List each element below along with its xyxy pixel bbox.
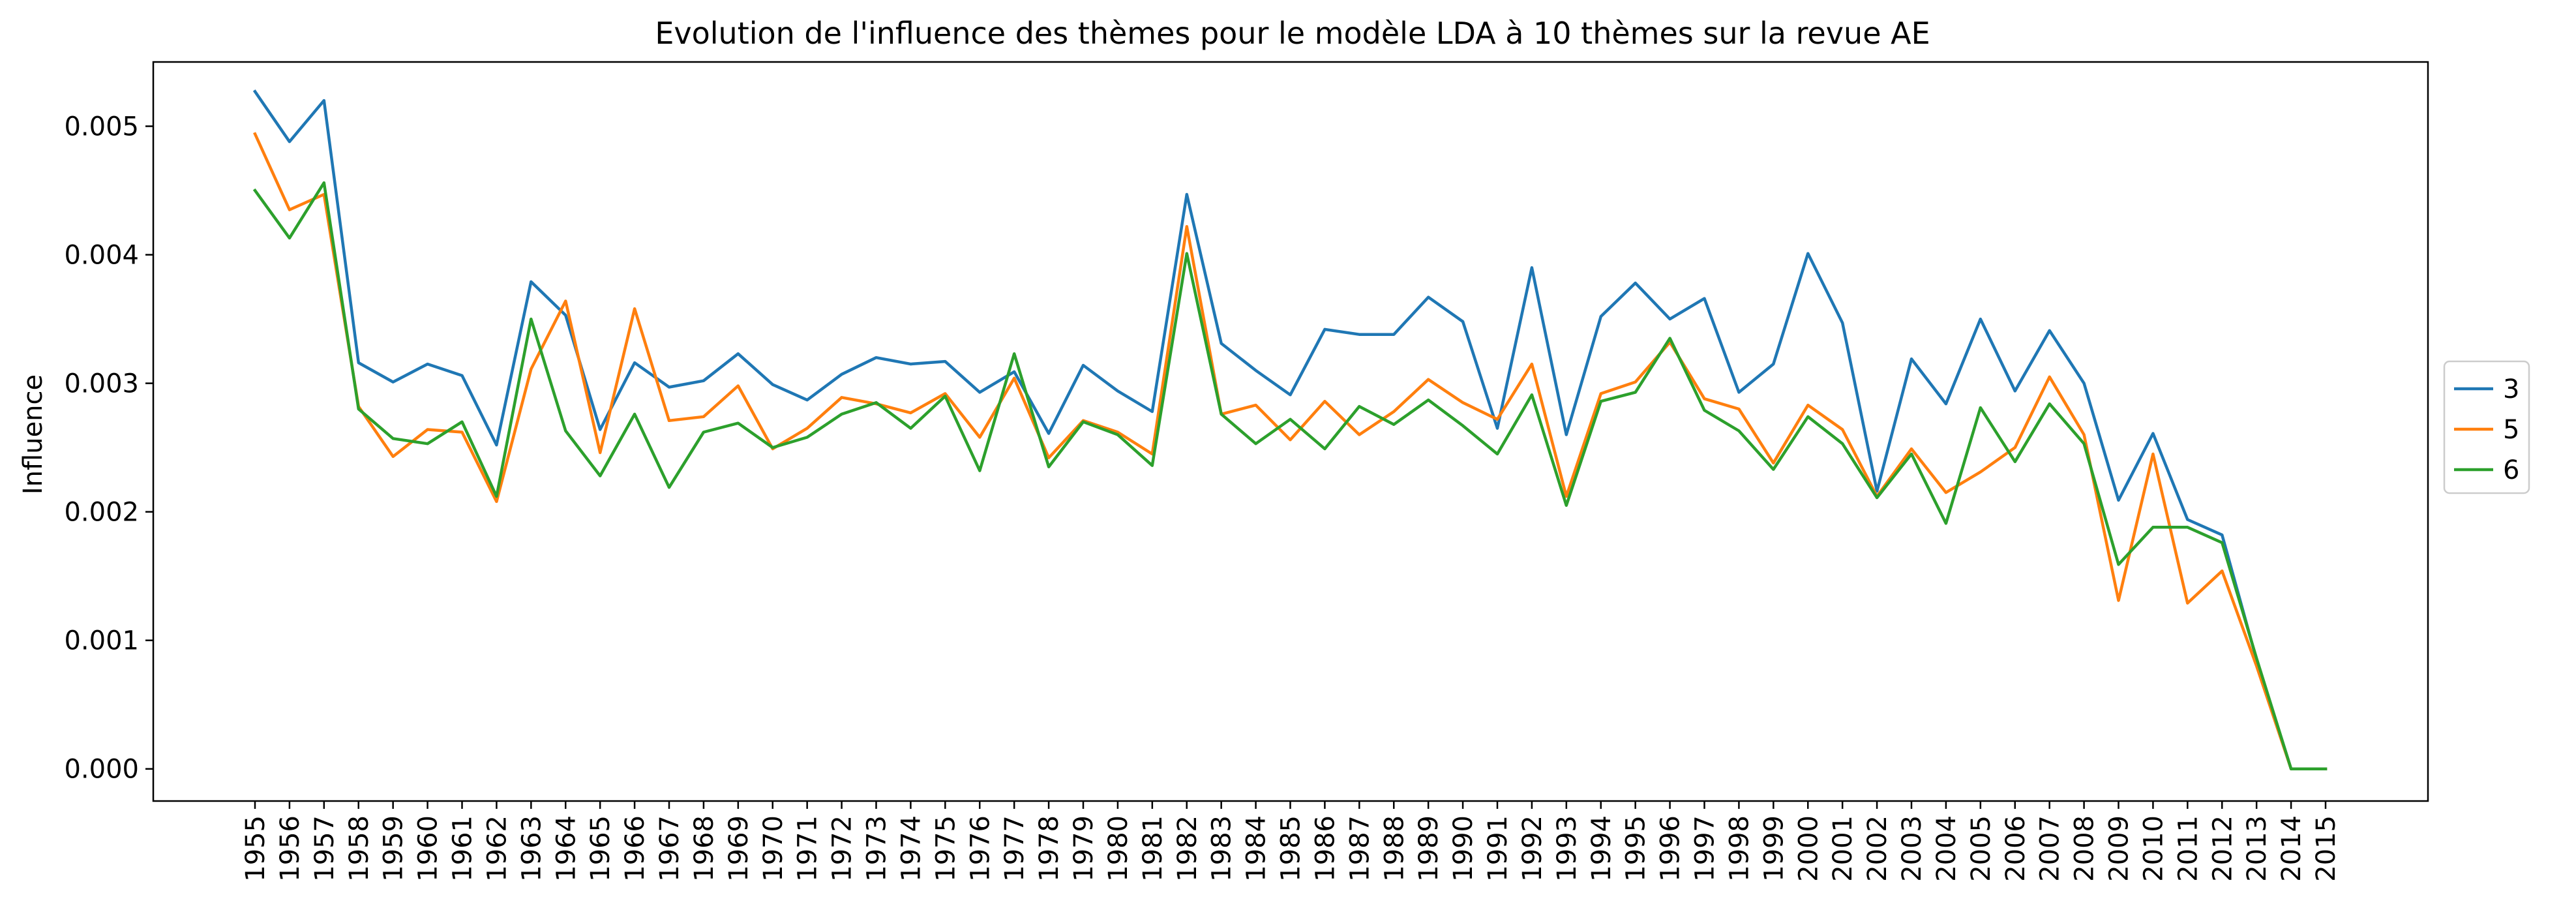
x-tick-label: 1955 (241, 815, 271, 882)
x-tick-label: 2011 (2173, 815, 2203, 882)
x-tick-label: 1965 (586, 815, 616, 882)
y-tick-label: 0.004 (64, 241, 139, 271)
chart-title: Evolution de l'influence des thèmes pour… (655, 16, 1930, 51)
legend-label-6: 6 (2503, 455, 2519, 485)
x-tick-label: 1967 (655, 815, 685, 882)
x-tick-label: 1957 (310, 815, 340, 882)
x-tick-label: 1980 (1103, 815, 1133, 882)
x-tick-label: 1966 (620, 815, 650, 882)
x-tick-label: 2015 (2311, 815, 2341, 882)
x-tick-label: 1995 (1621, 815, 1651, 882)
y-tick-label: 0.000 (64, 755, 139, 785)
x-tick-label: 1962 (482, 815, 512, 882)
x-tick-label: 1977 (1000, 815, 1030, 882)
x-tick-label: 1990 (1448, 815, 1478, 882)
x-tick-label: 1964 (551, 815, 581, 882)
x-tick-label: 1972 (828, 815, 858, 882)
y-tick-label: 0.002 (64, 498, 139, 528)
x-tick-label: 1975 (931, 815, 961, 882)
x-tick-label: 1989 (1414, 815, 1444, 882)
x-tick-label: 1987 (1345, 815, 1375, 882)
x-axis: 1955 1956 1957 1958 1959 1960 1961 1962 1963 1964… (241, 801, 2341, 882)
series-line-5 (253, 132, 2328, 770)
x-tick-label: 1988 (1379, 815, 1409, 882)
x-tick-label: 1970 (758, 815, 788, 882)
x-tick-label: 1963 (517, 815, 547, 882)
x-tick-label: 1971 (793, 815, 823, 882)
x-tick-label: 2004 (1932, 815, 1962, 882)
x-tick-label: 2003 (1897, 815, 1927, 882)
x-tick-label: 1976 (965, 815, 995, 882)
x-tick-label: 1959 (379, 815, 409, 882)
x-tick-label: 2009 (2104, 815, 2134, 882)
x-tick-label: 1982 (1173, 815, 1203, 882)
x-tick-label: 1999 (1759, 815, 1789, 882)
x-tick-label: 1992 (1518, 815, 1548, 882)
series-line-6 (252, 181, 2328, 770)
x-tick-label: 2010 (2138, 815, 2168, 882)
y-tick-label: 0.001 (64, 626, 139, 656)
x-tick-label: 1996 (1656, 815, 1686, 882)
x-tick-label: 2008 (2070, 815, 2100, 882)
x-tick-label: 2002 (1863, 815, 1893, 882)
x-tick-label: 1969 (724, 815, 754, 882)
x-tick-label: 1978 (1034, 815, 1064, 882)
x-tick-label: 1958 (344, 815, 374, 882)
series-line-3 (252, 89, 2328, 770)
x-tick-label: 2001 (1828, 815, 1858, 882)
y-tick-label: 0.003 (64, 369, 139, 399)
x-tick-label: 1984 (1242, 815, 1272, 882)
legend: 3 5 6 (2443, 360, 2530, 494)
x-tick-label: 1994 (1587, 815, 1617, 882)
x-tick-label: 1997 (1690, 815, 1720, 882)
legend-frame (2443, 360, 2530, 494)
x-tick-label: 2000 (1793, 815, 1823, 882)
x-tick-label: 1998 (1724, 815, 1754, 882)
x-tick-label: 2007 (2035, 815, 2065, 882)
x-tick-label: 1986 (1310, 815, 1340, 882)
series-layer (252, 89, 2328, 770)
x-tick-label: 2006 (2001, 815, 2031, 882)
x-tick-label: 1960 (413, 815, 443, 882)
plot-frame (152, 61, 2429, 802)
x-tick-label: 1974 (896, 815, 926, 882)
x-tick-label: 1979 (1069, 815, 1099, 882)
x-tick-label: 1956 (275, 815, 305, 882)
x-tick-label: 2014 (2277, 815, 2307, 882)
y-axis: 0.000 0.001 0.002 0.003 0.004 0.005 (64, 112, 153, 785)
x-tick-label: 2005 (1966, 815, 1996, 882)
x-tick-label: 1983 (1207, 815, 1237, 882)
y-axis-label: Influence (18, 374, 48, 494)
legend-label-5: 5 (2503, 415, 2519, 445)
x-tick-label: 1991 (1483, 815, 1513, 882)
y-tick-label: 0.005 (64, 112, 139, 142)
x-tick-label: 1985 (1276, 815, 1306, 882)
x-tick-label: 1968 (689, 815, 719, 882)
x-tick-label: 1993 (1552, 815, 1582, 882)
legend-label-3: 3 (2503, 374, 2519, 404)
x-tick-label: 2013 (2242, 815, 2272, 882)
x-tick-label: 1981 (1138, 815, 1168, 882)
x-tick-label: 1973 (862, 815, 892, 882)
x-tick-label: 1961 (448, 815, 478, 882)
x-tick-label: 2012 (2208, 815, 2238, 882)
